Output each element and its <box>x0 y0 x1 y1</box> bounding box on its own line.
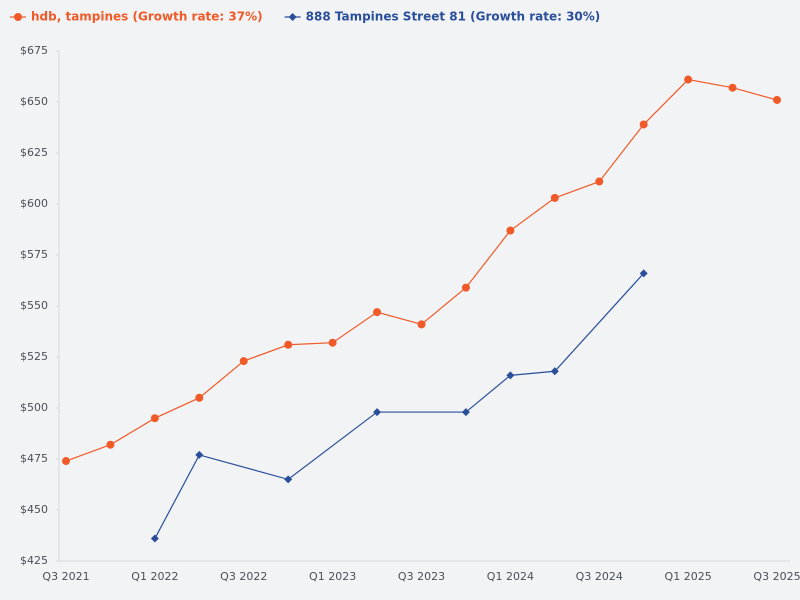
x-tick-label: Q3 2025 <box>753 570 800 583</box>
point <box>506 371 515 380</box>
point <box>328 338 337 347</box>
point <box>595 177 604 186</box>
point <box>773 95 781 104</box>
point <box>106 440 115 449</box>
y-tick-label: $575 <box>20 248 48 261</box>
point <box>150 414 159 423</box>
y-tick-label: $475 <box>20 452 48 465</box>
point <box>684 75 693 84</box>
point <box>461 283 470 292</box>
x-tick-label: Q1 2023 <box>309 570 356 583</box>
x-tick-label: Q1 2025 <box>665 570 712 583</box>
x-tick-label: Q3 2023 <box>398 570 445 583</box>
legend-marker <box>14 13 22 21</box>
x-tick-label: Q3 2024 <box>576 570 623 583</box>
point <box>639 120 648 129</box>
legend-marker <box>288 13 297 21</box>
y-tick-label: $650 <box>20 95 48 108</box>
y-tick-label: $450 <box>20 503 48 516</box>
point <box>195 450 204 459</box>
point <box>728 83 737 92</box>
point <box>506 226 515 235</box>
point <box>639 269 648 278</box>
series-line <box>65 78 778 462</box>
point <box>550 193 559 202</box>
point <box>417 320 426 329</box>
legend-text: 888 Tampines Street 81 (Growth rate: 30%… <box>306 10 601 24</box>
legend-item: hdb, tampines (Growth rate: 37%) <box>10 10 263 24</box>
y-tick-label: $525 <box>20 350 48 363</box>
series-line <box>154 272 645 539</box>
y-tick-label: $500 <box>20 401 48 414</box>
y-tick-label: $600 <box>20 197 48 210</box>
x-tick-label: Q3 2022 <box>220 570 267 583</box>
y-tick-label: $625 <box>20 146 48 159</box>
legend-item: 888 Tampines Street 81 (Growth rate: 30%… <box>284 10 601 24</box>
point <box>550 367 559 376</box>
x-tick-label: Q1 2024 <box>487 570 534 583</box>
point <box>284 475 293 484</box>
point <box>195 393 204 402</box>
y-tick-label: $425 <box>20 554 48 567</box>
y-tick-label: $550 <box>20 299 48 312</box>
point <box>239 357 248 366</box>
point <box>284 340 293 349</box>
point <box>461 408 470 417</box>
x-tick-label: Q1 2022 <box>131 570 178 583</box>
y-tick-label: $675 <box>20 44 48 57</box>
x-tick-label: Q3 2021 <box>42 570 89 583</box>
legend-text: hdb, tampines (Growth rate: 37%) <box>31 10 263 24</box>
point <box>373 308 382 317</box>
point <box>150 534 159 543</box>
point <box>373 408 382 417</box>
point <box>62 457 70 466</box>
